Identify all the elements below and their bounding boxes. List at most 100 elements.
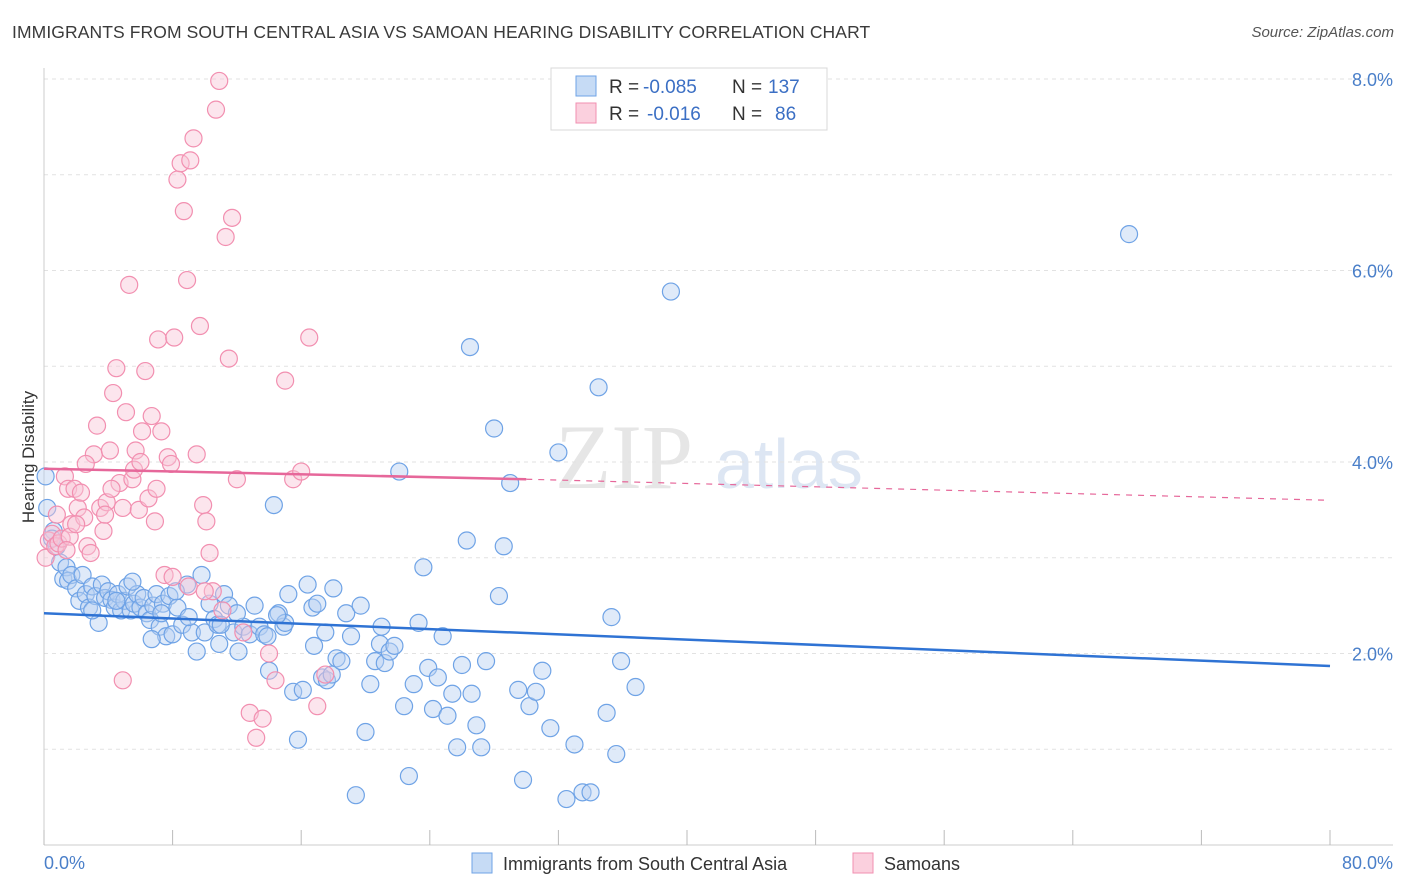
- data-point: [179, 608, 198, 627]
- data-point: [489, 586, 509, 606]
- source-label: Source: ZipAtlas.com: [1251, 24, 1394, 41]
- data-point: [513, 770, 533, 789]
- data-point: [341, 627, 361, 646]
- data-point: [102, 479, 121, 498]
- data-point: [95, 505, 115, 524]
- data-point: [433, 627, 452, 646]
- data-point: [288, 730, 308, 749]
- data-point: [36, 467, 55, 486]
- legend-n-label-1: N =: [732, 77, 762, 98]
- data-point: [157, 627, 176, 646]
- data-point: [47, 505, 66, 524]
- data-point: [300, 328, 319, 347]
- trend-lines: [43, 467, 1331, 668]
- data-point: [457, 531, 476, 550]
- data-point: [533, 661, 552, 680]
- x-tick-label-min: 0.0%: [44, 853, 85, 873]
- data-point: [264, 495, 283, 515]
- data-point: [485, 419, 504, 438]
- y-tick-label: 8.0%: [1352, 70, 1393, 90]
- bottom-legend-swatch-blue: [471, 852, 493, 874]
- data-point: [462, 684, 481, 703]
- data-point: [322, 665, 341, 684]
- bottom-legend: Immigrants from South Central Asia Samoa…: [471, 852, 960, 874]
- data-point: [259, 644, 279, 663]
- data-point: [409, 613, 428, 632]
- data-point: [1119, 225, 1139, 244]
- data-point: [107, 359, 126, 378]
- axes: [43, 68, 1393, 846]
- y-tick-label: 6.0%: [1352, 262, 1393, 282]
- data-point: [177, 270, 197, 290]
- data-point: [142, 406, 161, 426]
- data-point: [337, 604, 356, 623]
- data-point: [206, 100, 226, 119]
- data-point: [181, 151, 200, 170]
- data-point: [316, 665, 335, 684]
- data-point: [298, 575, 317, 594]
- data-point: [253, 709, 272, 728]
- data-point: [187, 445, 206, 464]
- data-point: [38, 498, 57, 518]
- data-point: [361, 675, 380, 694]
- legend-n-label-2: N =: [732, 104, 762, 125]
- data-point: [661, 282, 681, 301]
- data-point: [501, 473, 520, 493]
- data-point: [87, 416, 107, 435]
- data-point: [165, 328, 184, 347]
- series-immigrants-points: [36, 225, 1139, 809]
- bottom-legend-swatch-pink: [852, 852, 874, 874]
- data-point: [597, 703, 616, 722]
- data-point: [120, 275, 139, 294]
- data-point: [210, 634, 229, 654]
- data-point: [140, 610, 160, 630]
- legend-box: [550, 67, 828, 131]
- data-point: [428, 668, 447, 687]
- data-point: [200, 543, 219, 563]
- data-point: [304, 636, 324, 655]
- data-point: [67, 515, 86, 534]
- data-point: [179, 577, 198, 596]
- data-point: [276, 371, 295, 390]
- data-point: [565, 735, 584, 754]
- legend-n-value-1: 137: [768, 77, 800, 98]
- data-point: [142, 630, 161, 649]
- data-point: [375, 653, 394, 673]
- data-point: [100, 441, 120, 460]
- data-point: [509, 680, 528, 699]
- data-point: [210, 71, 229, 91]
- chart-title: IMMIGRANTS FROM SOUTH CENTRAL ASIA VS SA…: [12, 22, 871, 42]
- data-point: [541, 719, 560, 738]
- data-point: [292, 462, 311, 481]
- data-point: [174, 202, 193, 221]
- data-point: [126, 441, 145, 460]
- data-point: [266, 671, 285, 690]
- watermark: ZIP atlas: [555, 406, 863, 508]
- data-point: [71, 483, 91, 502]
- bottom-legend-label-samoans: Samoans: [884, 854, 960, 874]
- legend-r-label-1: R =: [609, 77, 639, 98]
- data-point: [76, 454, 95, 474]
- legend-r-value-2: -0.016: [647, 104, 701, 125]
- data-point: [132, 422, 152, 441]
- watermark-atlas: atlas: [715, 425, 863, 503]
- data-point: [557, 789, 576, 809]
- legend-r-label-2: R =: [609, 104, 639, 125]
- data-point: [356, 722, 375, 742]
- data-point: [234, 623, 253, 642]
- data-point: [187, 642, 206, 661]
- data-point: [113, 671, 132, 690]
- data-point: [526, 682, 545, 701]
- data-point: [123, 572, 142, 591]
- data-point: [460, 338, 480, 357]
- data-point: [116, 403, 136, 422]
- data-point: [419, 658, 438, 677]
- data-point: [194, 495, 213, 515]
- data-point: [581, 783, 600, 802]
- legend: R = -0.085 N = 137 R = -0.016 N = 86: [550, 67, 828, 131]
- data-point: [131, 452, 150, 472]
- data-point: [346, 786, 365, 805]
- watermark-zip: ZIP: [555, 406, 693, 508]
- legend-swatch-pink: [575, 102, 597, 124]
